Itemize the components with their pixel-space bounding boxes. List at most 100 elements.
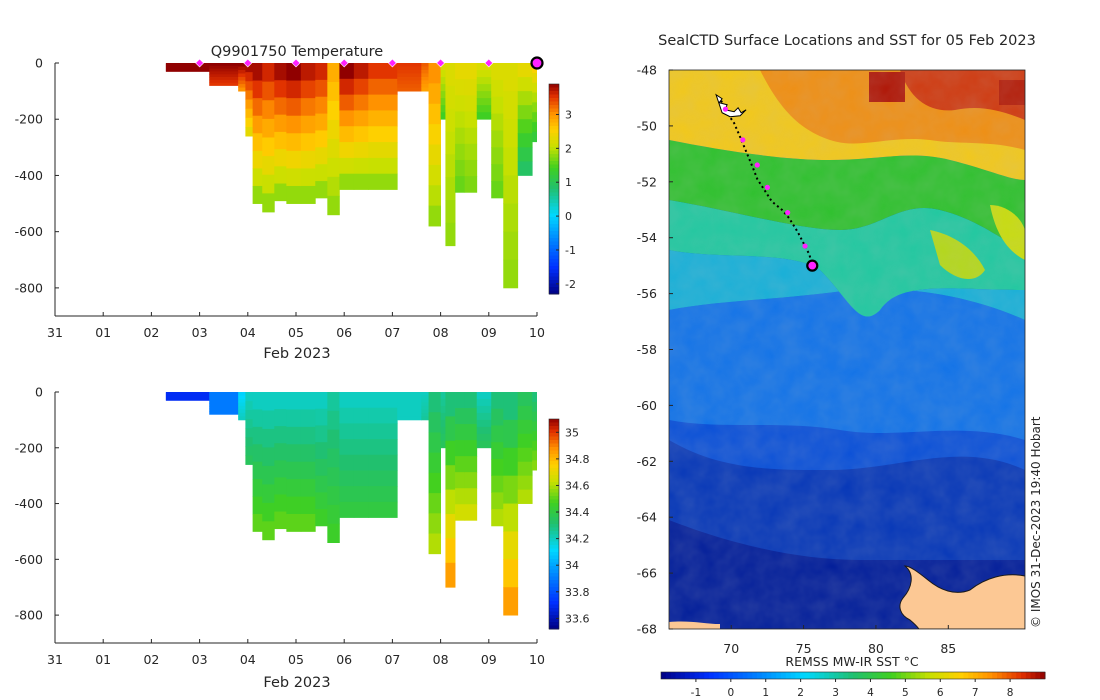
temp-profile-cell xyxy=(476,91,492,99)
sal-profile-cell xyxy=(455,504,466,521)
sal-profile-cell xyxy=(421,392,429,396)
sal-colorbar-cell xyxy=(549,503,559,507)
temp-colorbar-cell xyxy=(549,112,559,116)
map-colorbar-cell xyxy=(747,672,753,679)
daily-position-marker xyxy=(754,162,760,168)
sal-colorbar-cell xyxy=(549,485,559,490)
temp-profile-cell xyxy=(503,147,519,176)
temp-profile-cell xyxy=(245,117,254,128)
map-colorbar-cell xyxy=(963,672,969,679)
sal-profile-cell xyxy=(238,416,246,421)
sal-profile-cell xyxy=(503,587,519,616)
sal-profile-cell xyxy=(464,504,478,521)
temp-colorbar-cell xyxy=(549,171,559,176)
map-colorbar-tick-label: 6 xyxy=(937,687,944,699)
temp-colorbar-cell xyxy=(549,266,559,270)
temp-profile-cell xyxy=(286,133,302,152)
map-colorbar-cell xyxy=(843,672,849,679)
temp-colorbar-cell xyxy=(549,175,559,179)
temp-colorbar-cell xyxy=(549,161,559,165)
sal-profile-cell xyxy=(262,502,275,522)
sal-colorbar-cell xyxy=(549,615,559,619)
temp-profile-cell xyxy=(262,81,275,101)
temp-profile-cell xyxy=(165,67,210,69)
temp-profile-cell xyxy=(353,110,369,127)
temp-profile-cell xyxy=(445,131,456,155)
sal-profile-cell xyxy=(440,398,446,407)
temp-profile xyxy=(440,63,446,120)
sal-profile xyxy=(537,392,545,507)
temp-profile-cell xyxy=(209,82,239,86)
temp-colorbar-cell xyxy=(549,203,559,207)
sal-profile-cell xyxy=(368,392,398,409)
temp-profile-cell xyxy=(300,150,316,169)
sal-profile-cell xyxy=(455,392,466,409)
map-y-tick-label: -52 xyxy=(637,174,657,189)
temp-profile-cell xyxy=(464,159,478,177)
sal-profile-cell xyxy=(464,488,478,505)
temp-profile-cell xyxy=(339,142,355,159)
temp-profile-cell xyxy=(491,63,504,81)
temp-profile-cell xyxy=(262,118,275,138)
map-colorbar-cell xyxy=(944,672,950,679)
sal-profile-cell xyxy=(455,408,466,425)
sal-profile-cell xyxy=(245,446,254,456)
sal-profile xyxy=(421,392,429,421)
map-colorbar-cell xyxy=(872,672,878,679)
surface-marker xyxy=(339,58,349,68)
sal-profile-cell xyxy=(428,513,441,534)
sal-profile-cell xyxy=(315,425,328,443)
sal-profile-cell xyxy=(353,454,369,471)
temp-profile-cell xyxy=(368,142,398,159)
temp-profile-cell xyxy=(238,80,246,85)
salinity-panel: 0 -200 -400 -600 -800 31 01 02 03 04 05 06 07 08 09 10… xyxy=(15,385,590,692)
temp-profile-cell xyxy=(165,70,210,72)
temp-profile-cell xyxy=(440,105,446,113)
sal-profile-cell xyxy=(209,403,239,407)
sal-x-ticks: 31 01 02 03 04 05 06 07 08 09 10 xyxy=(47,639,545,667)
sal-profile-cell xyxy=(209,405,239,410)
map-colorbar-cell xyxy=(977,672,984,679)
temp-profile xyxy=(252,63,263,204)
sal-profile-cell xyxy=(532,401,537,412)
map-colorbar-label: REMSS MW-IR SST °C xyxy=(785,654,918,669)
temp-y-tick-label: 0 xyxy=(35,56,43,71)
temp-profile-cell xyxy=(464,63,478,80)
sal-colorbar-cell xyxy=(549,622,559,626)
sal-profile-cell xyxy=(532,392,537,403)
sal-colorbar-cell xyxy=(549,510,559,514)
sal-profile-cell xyxy=(274,409,287,427)
temp-colorbar-cell xyxy=(549,280,559,284)
map-colorbar-cell xyxy=(809,672,816,679)
sal-profile-cell xyxy=(339,486,355,503)
sal-colorbar-cell xyxy=(549,580,559,584)
sal-profile-cell xyxy=(537,478,545,493)
sal-y-tick-label: -200 xyxy=(15,440,43,455)
sal-profile-cell xyxy=(300,514,316,532)
temp-y-ticks: 0 -200 -400 -600 -800 xyxy=(15,56,59,295)
sal-profile-cell xyxy=(245,410,254,420)
sal-profile-cell xyxy=(428,533,441,555)
sal-profile-cell xyxy=(165,392,210,394)
temp-profile-cell xyxy=(491,113,504,131)
sal-profile-cell xyxy=(428,472,441,494)
sal-profile-cell xyxy=(327,429,340,449)
sal-profile-cell xyxy=(262,410,275,430)
sal-profile-cell xyxy=(327,504,340,525)
map-colorbar-tick-label: 8 xyxy=(1007,687,1014,699)
temp-profile-cell xyxy=(274,63,287,81)
sal-x-label: Feb 2023 xyxy=(263,675,330,691)
sal-profile-cell xyxy=(532,440,537,451)
temp-profile-cell xyxy=(286,185,302,204)
map-colorbar-cell xyxy=(766,672,772,679)
sal-profile xyxy=(315,392,328,527)
temp-profile-cell xyxy=(300,80,316,99)
sal-colorbar-cell xyxy=(549,499,559,504)
sal-colorbar-cell xyxy=(549,489,559,493)
temp-colorbar-cell xyxy=(549,231,559,235)
sal-x-tick-label: 10 xyxy=(529,652,545,667)
sal-profile-cell xyxy=(397,409,422,414)
temp-profile-cell xyxy=(315,113,328,131)
map-x-tick-label: 85 xyxy=(940,641,956,656)
